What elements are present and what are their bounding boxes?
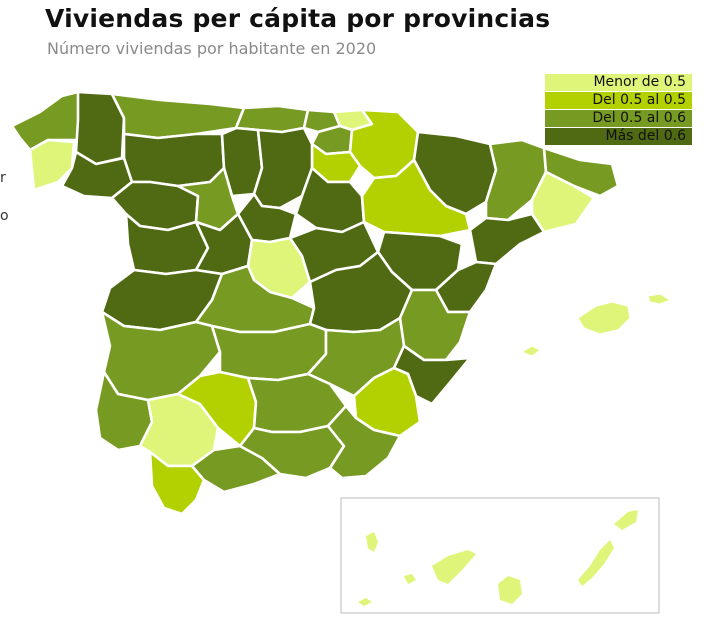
canary-island-la-palma[interactable] [366,532,378,552]
canary-island-el-hierro[interactable] [358,598,372,606]
legend: Menor de 0.5 Del 0.5 al 0.5 Del 0.5 al 0… [545,74,692,145]
legend-item-mas-0-6: Más del 0.6 [545,128,692,145]
province-barcelona[interactable] [530,170,596,234]
province-illes-balears-menorca[interactable] [647,293,671,305]
canary-islands-inset-frame [340,497,660,614]
province-leon[interactable] [122,132,226,188]
canary-island-la-gomera[interactable] [404,574,416,584]
legend-item-0-5-0-6: Del 0.5 al 0.6 [545,110,692,127]
province-asturias[interactable] [110,92,246,140]
province-cadiz[interactable] [148,450,206,516]
province-illes-balears-ibiza[interactable] [521,345,541,357]
legend-item-menor-0-5: Menor de 0.5 [545,74,692,91]
canary-island-tenerife[interactable] [432,550,476,584]
canary-island-gran-canaria[interactable] [498,576,522,604]
canary-island-lanzarote[interactable] [614,510,638,530]
map-subtitle: Número viviendas por habitante en 2020 [47,39,377,58]
clipped-text-top: r [0,170,6,186]
canary-island-fuerteventura[interactable] [578,540,614,586]
map-title: Viviendas per cápita por provincias [45,4,551,33]
province-almeria[interactable] [326,404,402,480]
legend-item-0-5-0-5: Del 0.5 al 0.5 [545,92,692,109]
clipped-text-bottom: o [0,208,9,224]
province-illes-balears-mallorca[interactable] [577,301,631,335]
province-tarragona[interactable] [468,212,546,266]
